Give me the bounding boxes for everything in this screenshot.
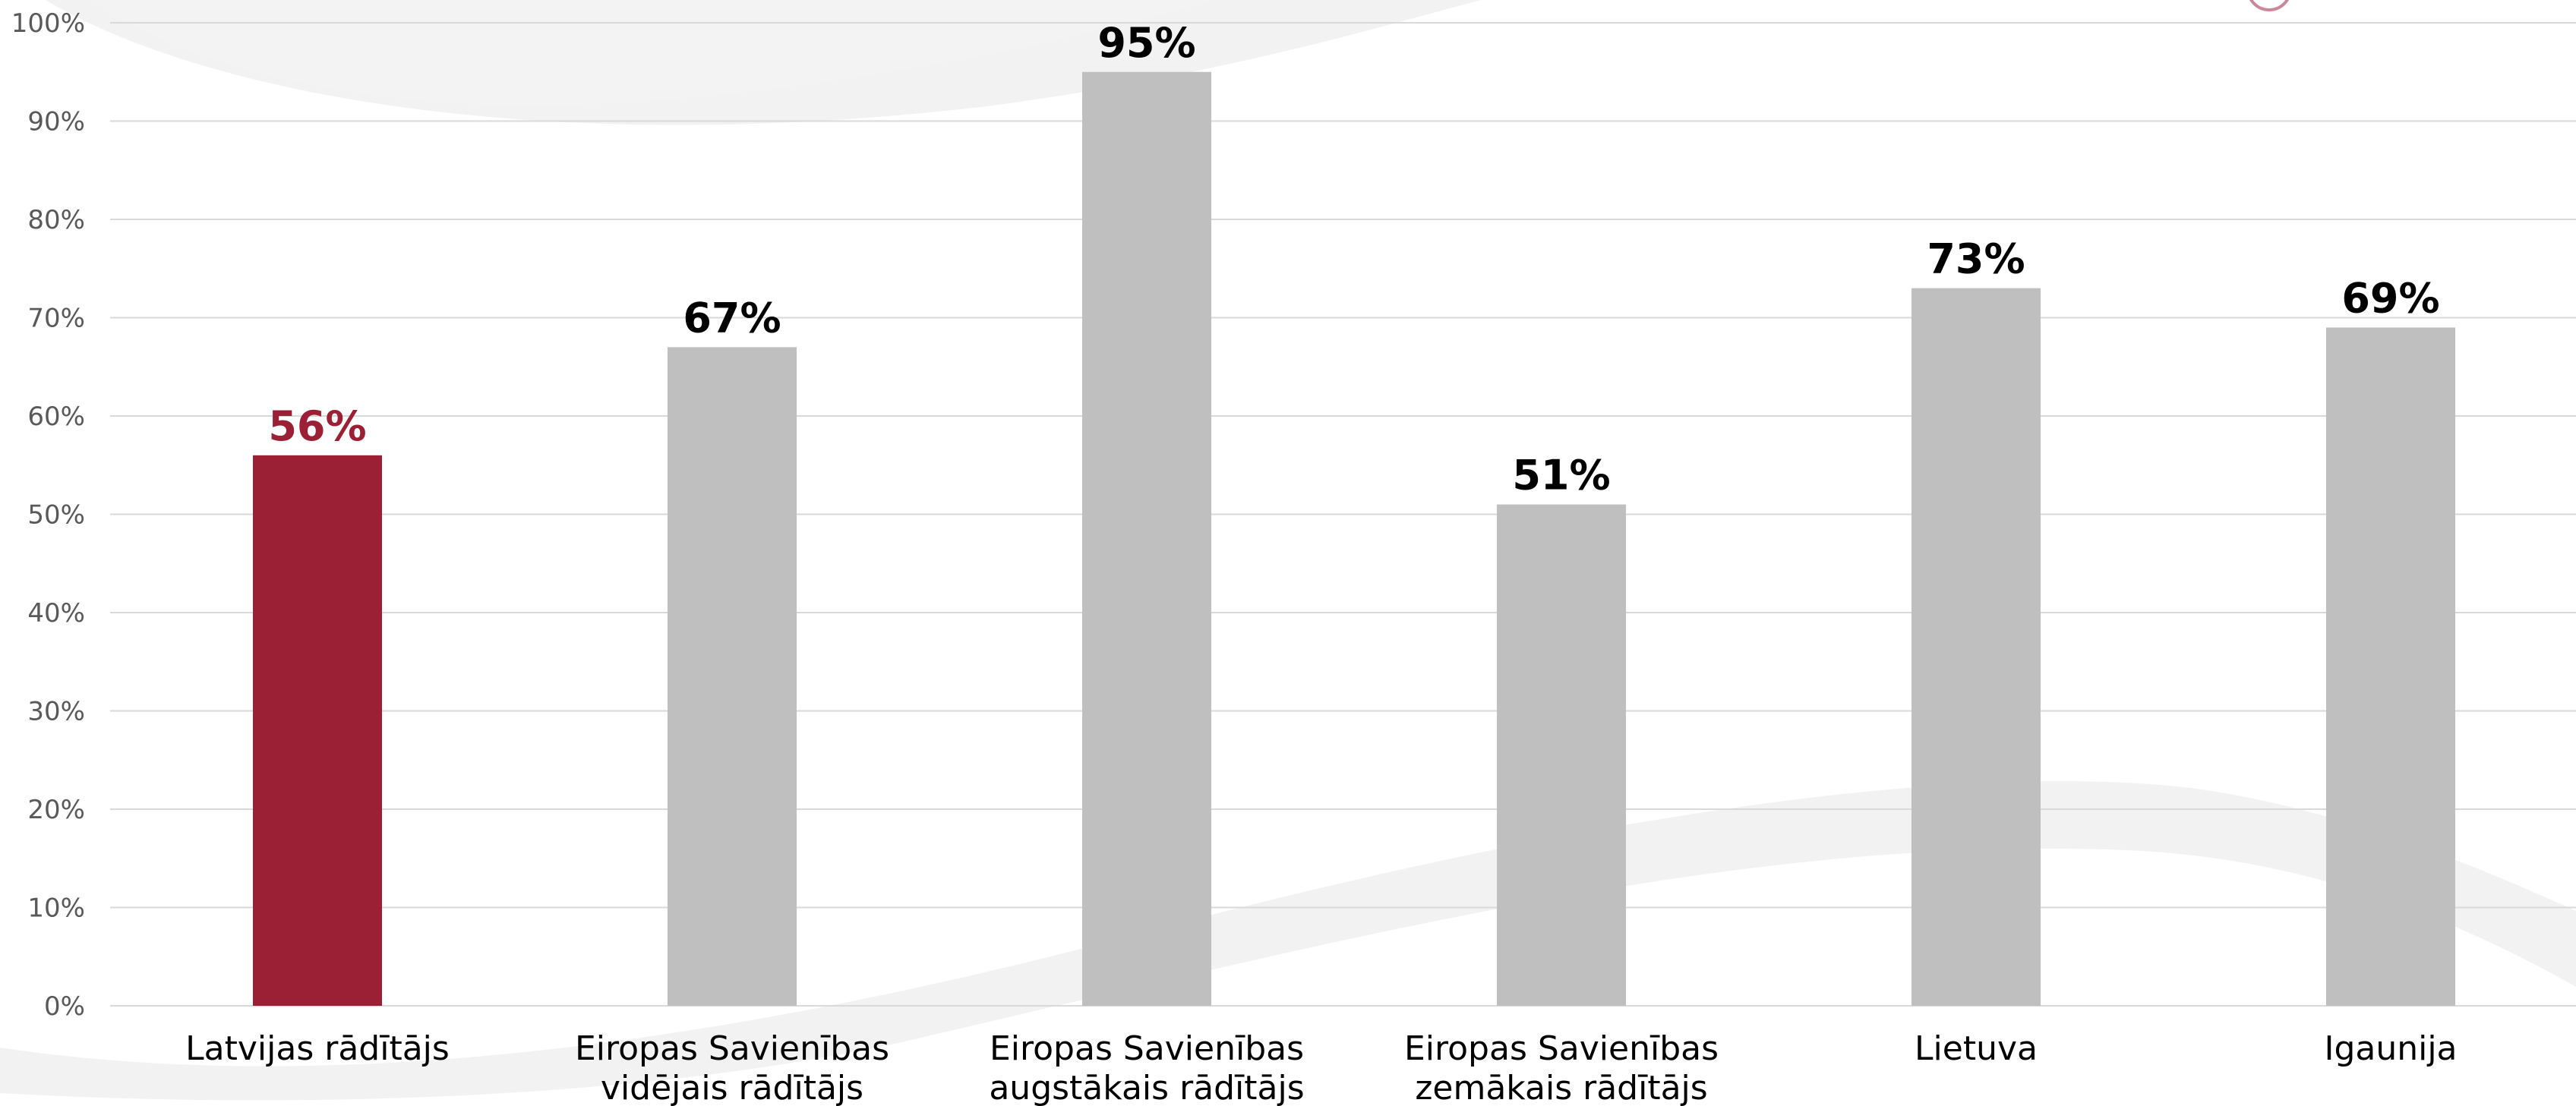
data-labels: 56% 67% 95% 51% 73% 69% — [268, 19, 2439, 499]
data-label: 51% — [1512, 452, 1610, 499]
x-tick-label: Lietuva — [1915, 1029, 2038, 1068]
data-label: 73% — [1927, 235, 2025, 283]
background-swoosh-bottom — [0, 780, 2576, 1101]
x-tick-label: Eiropas Savienības — [990, 1029, 1304, 1068]
y-tick-label: 0% — [44, 991, 85, 1022]
bar — [1497, 504, 1626, 1006]
x-axis-categories: Latvijas rādītājs Eiropas Savienībasvidēj… — [185, 1029, 2457, 1106]
y-tick-label: 40% — [27, 598, 85, 629]
bar — [253, 455, 382, 1006]
y-tick-label: 70% — [27, 304, 85, 334]
data-label: 56% — [268, 402, 366, 450]
x-tick-label: Eiropas Savienības — [575, 1029, 889, 1068]
bars — [253, 71, 2455, 1007]
bar — [1911, 288, 2041, 1006]
y-tick-label: 60% — [27, 402, 85, 432]
x-tick-label: augstākais rādītājs — [989, 1069, 1304, 1106]
y-tick-label: 20% — [27, 795, 85, 825]
x-tick-label: zemākais rādītājs — [1415, 1069, 1707, 1106]
y-tick-label: 10% — [27, 893, 85, 924]
x-tick-label: vidējais rādītājs — [601, 1069, 863, 1106]
bar — [1082, 71, 1211, 1006]
data-label: 67% — [683, 294, 781, 342]
y-axis-ticks: 0% 10% 20% 30% 40% 50% 60% 70% 80% 90% 100% — [11, 8, 85, 1022]
y-tick-label: 50% — [27, 500, 85, 531]
y-tick-label: 100% — [11, 8, 85, 39]
background-swoosh-top — [61, 0, 1443, 110]
data-label: 95% — [1097, 19, 1195, 67]
y-tick-label: 90% — [27, 107, 85, 137]
logo-circle-partial — [2249, 0, 2289, 11]
y-tick-label: 30% — [27, 697, 85, 727]
gridlines — [110, 22, 2576, 1007]
x-tick-label: Igaunija — [2324, 1029, 2457, 1068]
bar — [2326, 327, 2455, 1006]
y-tick-label: 80% — [27, 205, 85, 235]
bar — [668, 347, 797, 1007]
data-label: 69% — [2341, 274, 2439, 322]
background-swoosh-top-band — [46, 0, 1481, 125]
x-tick-label: Latvijas rādītājs — [185, 1029, 450, 1068]
x-tick-label: Eiropas Savienības — [1404, 1029, 1719, 1068]
